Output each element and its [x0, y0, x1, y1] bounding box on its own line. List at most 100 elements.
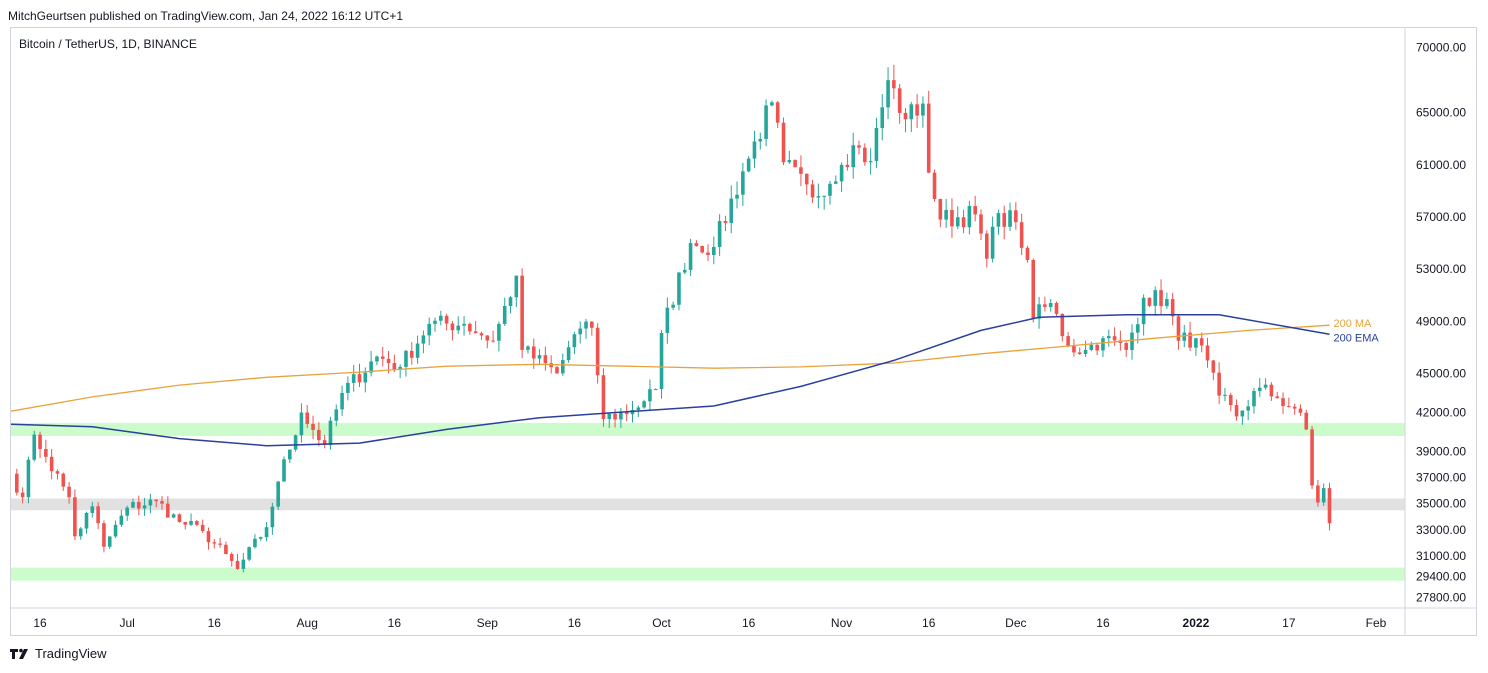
- candle-body: [235, 560, 240, 569]
- candle: [520, 268, 524, 359]
- candle: [107, 536, 112, 549]
- candle: [671, 301, 675, 311]
- candle: [1124, 341, 1129, 357]
- candle-body: [450, 323, 455, 331]
- candle: [868, 148, 873, 175]
- candle: [886, 67, 890, 120]
- candle-body: [1199, 338, 1204, 346]
- candle: [1269, 382, 1274, 401]
- candle-body: [67, 486, 71, 498]
- y-tick-label: 65000.00: [1416, 106, 1466, 120]
- candle: [897, 83, 902, 124]
- tradingview-footer[interactable]: TradingView: [10, 646, 107, 661]
- candle-body: [555, 367, 559, 374]
- candle: [1217, 362, 1221, 405]
- candle: [177, 513, 182, 523]
- candle-body: [1019, 222, 1024, 248]
- candle: [258, 536, 263, 541]
- y-tick-label: 53000.00: [1416, 262, 1466, 276]
- candle: [1095, 342, 1099, 356]
- candle: [67, 481, 71, 504]
- candle: [328, 416, 333, 450]
- zone-0: [11, 422, 1405, 436]
- candle: [572, 331, 577, 355]
- candle: [1252, 387, 1256, 414]
- candle-body: [107, 536, 112, 547]
- candle: [1025, 245, 1030, 263]
- candle-body: [909, 104, 914, 120]
- candle: [322, 434, 327, 449]
- candle: [1194, 337, 1198, 356]
- candle: [299, 403, 304, 443]
- candle-body: [996, 213, 1001, 227]
- tradingview-logo-icon: [10, 648, 30, 660]
- candle: [770, 100, 774, 107]
- ema200-line: [10, 313, 1330, 447]
- candle-body: [572, 334, 577, 348]
- chart-grid: [10, 28, 1477, 636]
- x-tick-label: 16: [922, 616, 936, 630]
- candle-body: [270, 506, 275, 528]
- candle: [375, 355, 379, 366]
- candle: [717, 214, 722, 256]
- candle: [653, 388, 658, 391]
- y-tick-label: 45000.00: [1416, 366, 1466, 380]
- candle: [1188, 321, 1192, 352]
- candle-body: [1089, 344, 1094, 350]
- candle-body: [26, 459, 31, 498]
- candle-body: [497, 323, 501, 341]
- candle-body: [96, 506, 100, 524]
- candle-body: [1234, 405, 1239, 417]
- candle-body: [439, 315, 443, 321]
- candle: [485, 335, 490, 349]
- candle-body: [311, 423, 315, 430]
- candle-body: [1066, 336, 1070, 347]
- candle-body: [398, 366, 402, 370]
- candle-body: [282, 459, 286, 482]
- candle-body: [148, 499, 153, 506]
- candle-body: [793, 160, 797, 168]
- candle: [20, 487, 25, 504]
- candle: [61, 472, 66, 491]
- y-tick-label: 42000.00: [1416, 405, 1466, 419]
- candle-body: [578, 328, 583, 335]
- candle: [270, 502, 275, 535]
- candle-body: [456, 325, 461, 331]
- candle-body: [1252, 391, 1256, 407]
- y-tick-label: 29400.00: [1416, 570, 1466, 584]
- candle: [712, 236, 716, 265]
- candle-body: [1176, 316, 1181, 341]
- candle-body: [317, 429, 321, 441]
- candle: [450, 320, 455, 341]
- x-tick-label: 16: [568, 616, 582, 630]
- candle-body: [682, 269, 687, 273]
- candle-body: [189, 521, 193, 525]
- candle-body: [613, 413, 617, 420]
- candle: [1292, 403, 1297, 415]
- publish-caption: MitchGeurtsen published on TradingView.c…: [8, 9, 404, 23]
- candle: [497, 321, 501, 352]
- candle-body: [125, 507, 129, 516]
- candle-body: [648, 389, 652, 402]
- candle-body: [828, 183, 832, 196]
- chart-frame: [10, 27, 1477, 636]
- candle-body: [868, 160, 873, 163]
- candle-body: [781, 122, 786, 163]
- candle-body: [224, 544, 228, 555]
- candle-body: [688, 243, 693, 270]
- candle: [578, 321, 583, 344]
- legend-label: 200 MA: [1333, 318, 1372, 330]
- candle: [1083, 340, 1088, 357]
- candle-body: [1136, 324, 1140, 333]
- candle-body: [305, 412, 310, 424]
- candle: [311, 415, 315, 440]
- candle-body: [380, 356, 385, 359]
- candle-body: [363, 372, 368, 383]
- candle-body: [1002, 213, 1007, 227]
- candle-body: [1246, 406, 1250, 411]
- candle-body: [723, 221, 728, 223]
- candle-body: [1211, 360, 1216, 373]
- candle: [735, 181, 739, 209]
- candle: [607, 412, 612, 428]
